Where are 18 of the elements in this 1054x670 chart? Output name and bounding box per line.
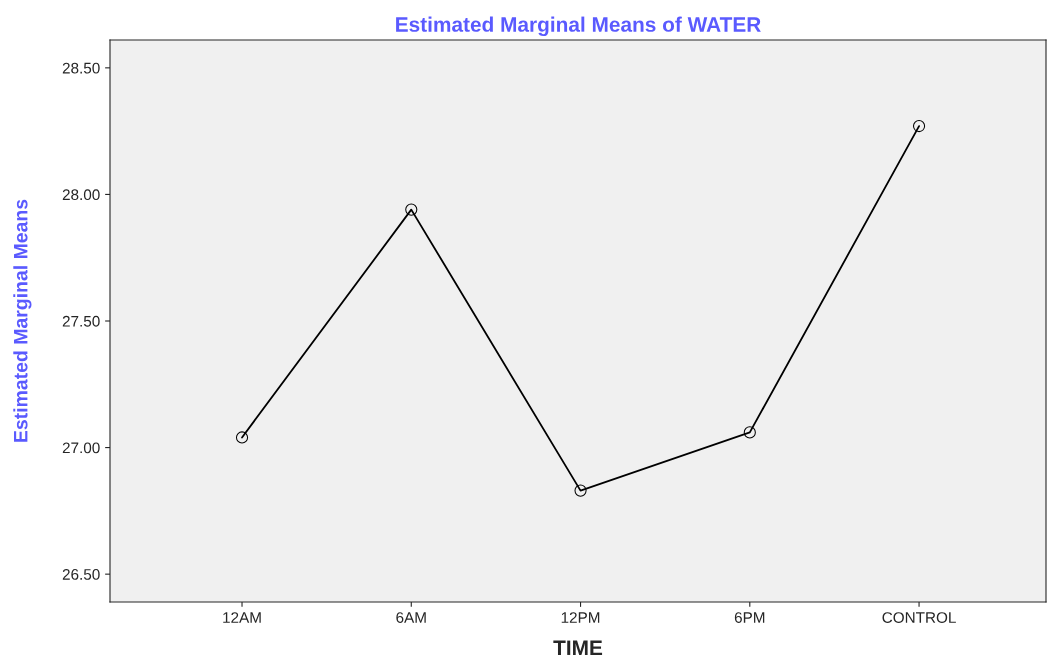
x-tick-label: 12AM xyxy=(223,612,261,623)
y-tick-label: 26.50 xyxy=(62,569,100,580)
point xyxy=(912,120,926,133)
x-tick-label: 6AM xyxy=(396,612,426,623)
x-tick-label: 6PM xyxy=(734,612,765,623)
point xyxy=(743,426,756,439)
y-tick-label: 28.00 xyxy=(62,189,100,201)
x-tick-label: CONTROL xyxy=(882,612,956,623)
y-tick-label: 27.00 xyxy=(62,442,100,454)
y-axis-title: Estimated Marginal Means xyxy=(13,199,32,442)
point xyxy=(405,203,418,216)
y-tick-label: 27.50 xyxy=(62,315,100,327)
x-axis-title: TIME xyxy=(553,640,603,655)
x-tick-label: 12PM xyxy=(561,612,600,623)
point xyxy=(574,484,587,497)
point xyxy=(235,431,249,444)
chart-title: Estimated Marginal Means of WATER xyxy=(396,16,761,37)
y-tick-label: 28.50 xyxy=(62,62,100,74)
